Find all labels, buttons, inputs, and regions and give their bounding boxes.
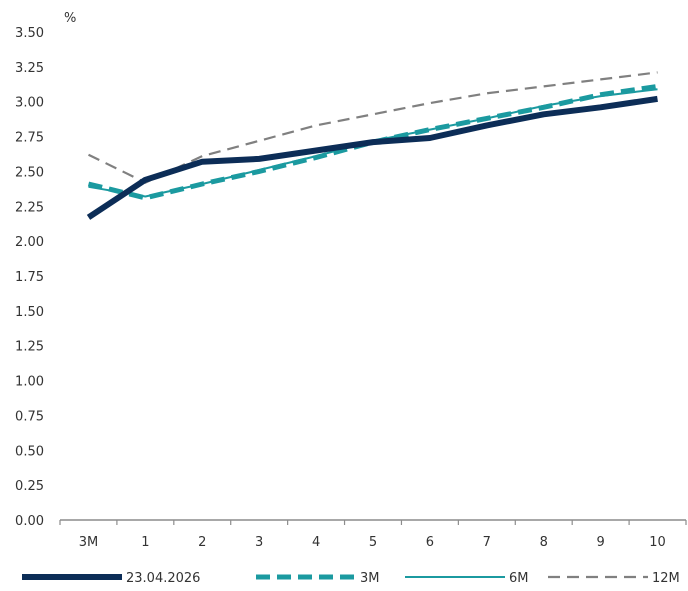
series-layer	[86, 71, 658, 220]
legend: 23.04.2026 3M 6M 12M	[22, 571, 680, 586]
x-tick-label: 6	[426, 535, 434, 550]
y-tick-label: 2.50	[15, 165, 44, 180]
y-axis-unit-label: %	[64, 11, 76, 26]
y-tick-label: 0.75	[15, 409, 44, 424]
y-tick-label: 1.50	[15, 305, 44, 320]
y-tick-label: 1.00	[15, 375, 44, 390]
series-line-23-04-2026	[86, 95, 658, 220]
series-line-12m	[88, 71, 658, 184]
x-tick-label: 2	[198, 535, 206, 550]
y-tick-label: 3.50	[15, 26, 44, 41]
y-tick-label: 1.75	[15, 270, 44, 285]
x-tick-label: 3	[255, 535, 263, 550]
x-tick-label: 5	[369, 535, 377, 550]
legend-label: 12M	[652, 571, 680, 586]
y-tick-label: 0.25	[15, 479, 44, 494]
x-tick-label: 1	[141, 535, 149, 550]
legend-label: 3M	[360, 571, 380, 586]
x-tick-label: 7	[483, 535, 491, 550]
x-tick-label: 10	[649, 535, 666, 550]
y-tick-label: 3.00	[15, 96, 44, 111]
x-axis: 3M 1 2 3 4 5 6 7 8 9 10	[59, 519, 687, 550]
y-tick-label: 2.75	[15, 131, 44, 146]
legend-label: 23.04.2026	[126, 571, 200, 586]
x-tick-label: 9	[596, 535, 604, 550]
y-tick-label: 3.25	[15, 61, 44, 76]
legend-label: 6M	[509, 571, 529, 586]
y-tick-label: 1.25	[15, 340, 44, 355]
y-tick-label: 0.00	[15, 514, 44, 529]
y-tick-label: 2.25	[15, 200, 44, 215]
y-tick-label: 2.00	[15, 235, 44, 250]
series-line-3m	[87, 83, 658, 201]
y-axis-ticks: 0.00 0.25 0.50 0.75 1.00 1.25 1.50 1.75 2.00 2.25…	[15, 26, 44, 529]
x-tick-label: 4	[312, 535, 320, 550]
x-tick-label: 8	[540, 535, 548, 550]
y-tick-label: 0.50	[15, 444, 44, 459]
x-tick-label: 3M	[79, 535, 99, 550]
